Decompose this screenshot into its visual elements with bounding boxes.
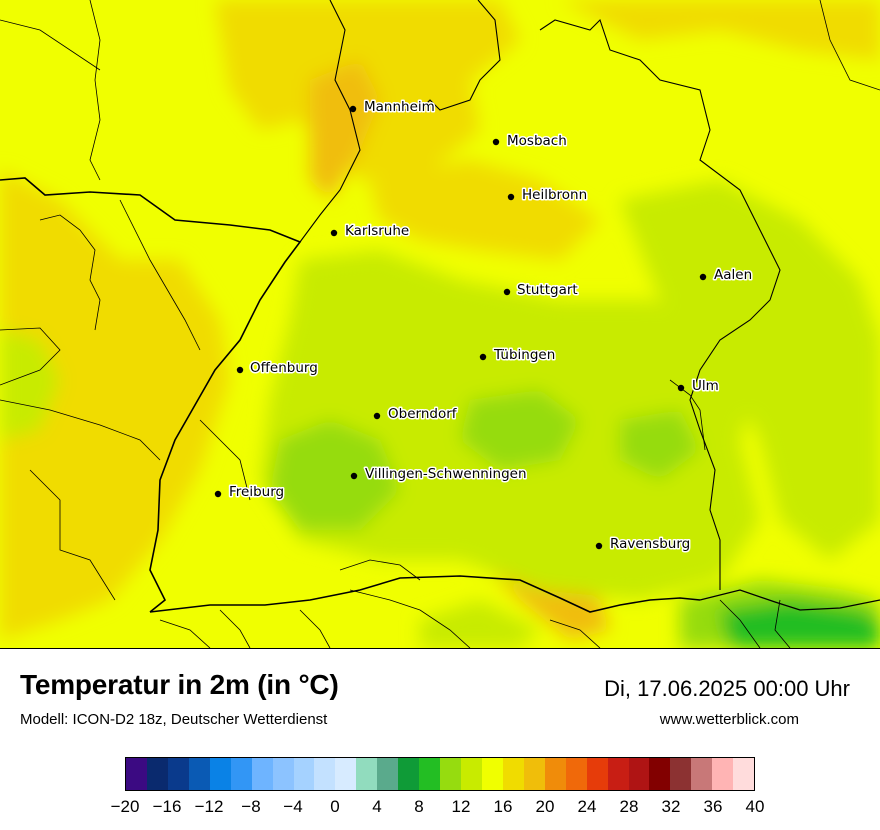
scale-tick-label: 32 bbox=[661, 797, 681, 816]
scale-swatch bbox=[712, 758, 734, 790]
city-markers: Mannheim Mosbach Heilbronn Karlsruhe Aal… bbox=[214, 98, 754, 554]
scale-swatch bbox=[607, 758, 629, 790]
scale-tick-label: 8 bbox=[414, 797, 424, 816]
city-heilbronn: Heilbronn bbox=[507, 186, 589, 205]
city-mannheim: Mannheim bbox=[349, 98, 436, 117]
svg-text:Stuttgart: Stuttgart bbox=[517, 282, 578, 298]
scale-tick-label: 24 bbox=[577, 797, 597, 816]
website-credit: www.wetterblick.com bbox=[659, 711, 799, 728]
svg-text:Aalen: Aalen bbox=[714, 267, 752, 283]
scale-tick-label: 40 bbox=[745, 797, 765, 816]
scale-swatch bbox=[649, 758, 671, 790]
scale-ticks: −20 −16 −12 −8 −4 0 4 8 12 16 20 24 28 32 36 40 bbox=[111, 793, 765, 823]
scale-swatch bbox=[544, 758, 566, 790]
scale-swatch bbox=[356, 758, 378, 790]
scale-tick-label: −12 bbox=[194, 797, 224, 816]
city-villingen-schwenningen: Villingen-Schwenningen bbox=[350, 465, 528, 484]
color-scale bbox=[125, 757, 755, 791]
model-source: Modell: ICON-D2 18z, Deutscher Wetterdie… bbox=[20, 711, 328, 728]
city-ravensburg: Ravensburg bbox=[595, 535, 692, 554]
svg-text:Mosbach: Mosbach bbox=[507, 133, 567, 149]
scale-swatch bbox=[691, 758, 713, 790]
scale-swatch bbox=[733, 758, 755, 790]
scale-swatch bbox=[670, 758, 692, 790]
svg-text:Oberndorf: Oberndorf bbox=[388, 406, 458, 422]
forecast-datetime: Di, 17.06.2025 00:00 Uhr bbox=[604, 676, 850, 701]
city-offenburg: Offenburg bbox=[236, 359, 319, 378]
scale-swatch bbox=[398, 758, 420, 790]
city-ulm: Ulm bbox=[677, 377, 720, 396]
scale-swatch bbox=[167, 758, 189, 790]
scale-swatch bbox=[565, 758, 587, 790]
scale-tick-label: 16 bbox=[493, 797, 513, 816]
scale-swatch bbox=[272, 758, 294, 790]
scale-swatch bbox=[523, 758, 545, 790]
scale-swatch bbox=[230, 758, 252, 790]
scale-swatch bbox=[440, 758, 461, 790]
city-mosbach: Mosbach bbox=[492, 132, 568, 151]
temperature-field bbox=[0, 0, 880, 648]
city-stuttgart: Stuttgart bbox=[503, 281, 579, 300]
temperature-map: Mannheim Mosbach Heilbronn Karlsruhe Aal… bbox=[0, 0, 880, 649]
scale-tick-label: 0 bbox=[330, 797, 340, 816]
svg-text:Tübingen: Tübingen bbox=[493, 347, 555, 363]
scale-swatch bbox=[146, 758, 168, 790]
svg-text:Ulm: Ulm bbox=[692, 378, 719, 394]
map-title: Temperatur in 2m (in °C) bbox=[20, 669, 339, 700]
scale-swatch bbox=[628, 758, 650, 790]
scale-tick-label: −16 bbox=[152, 797, 182, 816]
city-karlsruhe: Karlsruhe bbox=[330, 222, 411, 241]
scale-swatch bbox=[481, 758, 503, 790]
scale-swatch bbox=[293, 758, 315, 790]
scale-swatch bbox=[377, 758, 399, 790]
city-tuebingen: Tübingen bbox=[479, 346, 557, 365]
legend-footer: Temperatur in 2m (in °C) Modell: ICON-D2… bbox=[0, 649, 880, 830]
scale-swatch bbox=[461, 758, 482, 790]
scale-swatch bbox=[502, 758, 524, 790]
svg-text:Ravensburg: Ravensburg bbox=[610, 536, 690, 552]
scale-swatch bbox=[188, 758, 210, 790]
svg-text:Karlsruhe: Karlsruhe bbox=[345, 223, 409, 239]
scale-swatch bbox=[209, 758, 231, 790]
scale-swatch bbox=[335, 758, 357, 790]
scale-swatch bbox=[314, 758, 336, 790]
city-aalen: Aalen bbox=[699, 266, 754, 285]
scale-swatch bbox=[251, 758, 273, 790]
scale-swatch bbox=[419, 758, 441, 790]
city-freiburg: Freiburg bbox=[214, 483, 286, 502]
scale-tick-label: 20 bbox=[535, 797, 555, 816]
scale-swatch bbox=[586, 758, 608, 790]
border-lines bbox=[0, 0, 880, 648]
city-oberndorf: Oberndorf bbox=[373, 405, 459, 424]
scale-swatch bbox=[126, 758, 147, 790]
svg-text:Offenburg: Offenburg bbox=[250, 360, 318, 376]
scale-tick-label: −4 bbox=[283, 797, 303, 816]
scale-tick-label: 12 bbox=[451, 797, 471, 816]
scale-tick-label: 36 bbox=[703, 797, 723, 816]
scale-tick-label: −20 bbox=[110, 797, 140, 816]
scale-tick-label: −8 bbox=[241, 797, 261, 816]
scale-tick-label: 4 bbox=[372, 797, 382, 816]
scale-tick-label: 28 bbox=[619, 797, 639, 816]
svg-text:Villingen-Schwenningen: Villingen-Schwenningen bbox=[365, 466, 527, 482]
svg-text:Mannheim: Mannheim bbox=[364, 99, 435, 115]
svg-text:Freiburg: Freiburg bbox=[229, 484, 284, 500]
svg-text:Heilbronn: Heilbronn bbox=[522, 187, 587, 203]
